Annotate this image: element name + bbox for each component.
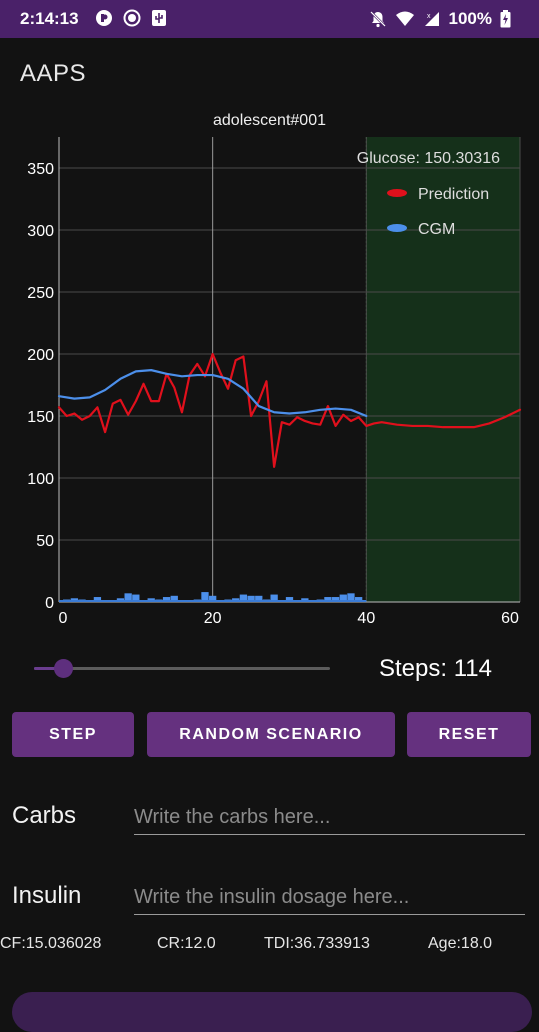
y-tick-label: 300 — [27, 223, 54, 240]
carbs-input[interactable] — [134, 800, 525, 835]
y-tick-label: 50 — [36, 533, 54, 550]
slider-thumb[interactable] — [54, 659, 74, 678]
battery-percentage: 100% — [448, 9, 492, 28]
insulin-bar — [331, 597, 340, 602]
svg-text:x: x — [427, 13, 431, 20]
y-tick-label: 0 — [45, 595, 54, 612]
usb-icon — [152, 10, 166, 26]
reset-button[interactable]: RESET — [407, 712, 531, 757]
wifi-icon — [395, 11, 414, 26]
y-tick-label: 100 — [27, 471, 54, 488]
signal-icon: x — [424, 12, 439, 26]
insulin-bar — [93, 597, 102, 602]
insulin-bar — [170, 595, 178, 602]
insulin-bar — [247, 595, 255, 602]
legend-swatch-cgm — [387, 224, 407, 232]
cr-value: CR:12.0 — [157, 935, 216, 952]
insulin-bar — [324, 597, 332, 602]
legend-swatch-prediction — [387, 189, 407, 197]
chart-title: adolescent#001 — [213, 112, 326, 129]
insulin-bar — [347, 593, 355, 602]
x-tick-label: 60 — [501, 610, 519, 627]
cf-value: CF:15.036028 — [0, 935, 102, 952]
steps-slider[interactable] — [34, 658, 334, 680]
insulin-label: Insulin — [12, 882, 82, 909]
series-line-cgm — [57, 369, 368, 418]
slider-fill — [34, 667, 64, 670]
y-tick-label: 200 — [27, 347, 54, 364]
insulin-input[interactable] — [134, 880, 525, 915]
x-tick-label: 0 — [59, 610, 68, 627]
step-button[interactable]: STEP — [12, 712, 134, 757]
insulin-bar — [132, 594, 140, 602]
insulin-bar — [270, 594, 278, 602]
record-icon — [123, 9, 141, 27]
status-time: 2:14:13 — [20, 9, 79, 28]
status-icons-right: x 100% — [369, 9, 511, 29]
y-tick-label: 350 — [27, 161, 54, 178]
x-tick-label: 40 — [357, 610, 375, 627]
insulin-bar — [285, 597, 294, 602]
glucose-annotation: Glucose: 150.30316 — [357, 150, 500, 167]
random-scenario-button[interactable]: RANDOM SCENARIO — [147, 712, 395, 757]
legend-label-prediction: Prediction — [418, 186, 489, 203]
insulin-bar — [201, 592, 209, 602]
glucose-chart[interactable]: adolescent#001 0 50 100 150 200 250 300 350 0 20 4… — [0, 105, 539, 635]
app-title: AAPS — [20, 60, 87, 87]
chart-plot[interactable]: 0 50 100 150 200 250 300 350 0 20 40 60 Glucose: 150… — [0, 105, 539, 635]
notifications-off-icon — [369, 11, 386, 28]
status-icons-left — [95, 9, 167, 27]
series-line-prediction — [57, 352, 522, 468]
notification-app-icon — [96, 10, 112, 26]
insulin-bar — [255, 595, 263, 602]
insulin-bar — [162, 597, 171, 602]
bottom-action-bar[interactable] — [12, 992, 532, 1032]
y-tick-label: 250 — [27, 285, 54, 302]
insulin-bar — [209, 595, 217, 602]
slider-track[interactable] — [34, 667, 330, 670]
status-bar: 2:14:13 x 100% — [0, 0, 539, 38]
prediction-region — [366, 137, 520, 602]
insulin-bar — [124, 593, 132, 602]
tdi-value: TDI:36.733913 — [264, 935, 370, 952]
steps-count: Steps: 114 — [379, 655, 492, 682]
carbs-label: Carbs — [12, 802, 77, 829]
insulin-bar — [239, 594, 248, 602]
age-value: Age:18.0 — [428, 935, 493, 952]
y-tick-label: 150 — [27, 409, 54, 426]
x-tick-label: 20 — [204, 610, 222, 627]
legend-label-cgm: CGM — [418, 221, 455, 238]
battery-charging-icon — [500, 10, 511, 28]
insulin-bar — [355, 597, 363, 602]
insulin-bar — [339, 594, 347, 602]
